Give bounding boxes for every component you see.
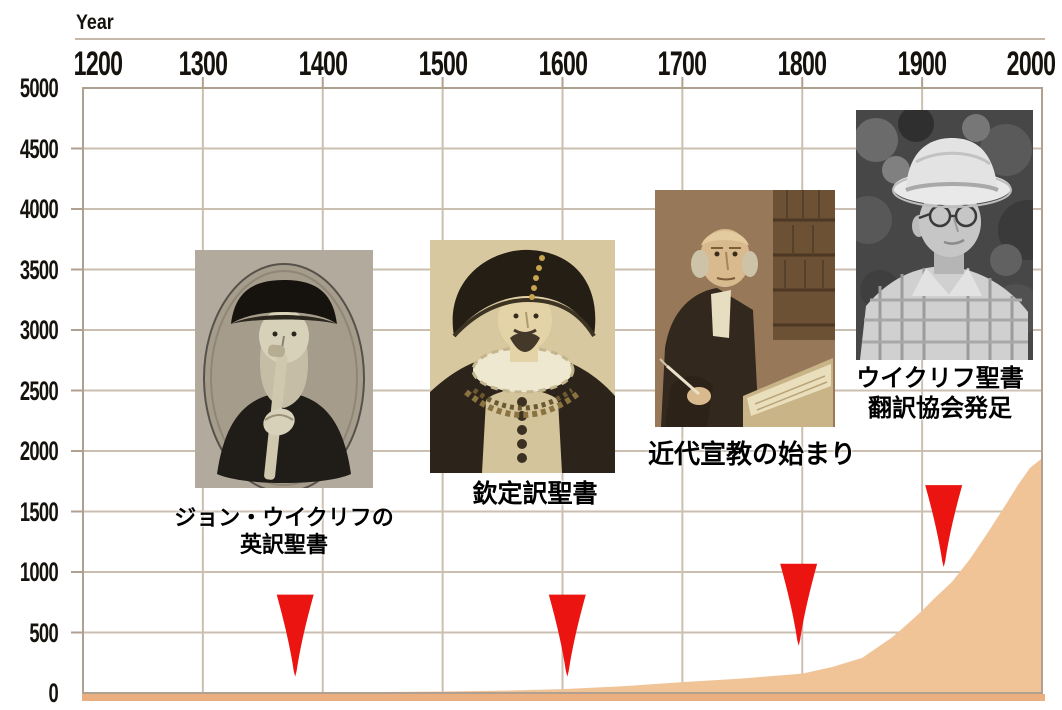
y-axis-tick-label: 4000 xyxy=(19,194,59,224)
y-axis-tick-label: 500 xyxy=(29,617,58,648)
y-axis-tick-label: 1000 xyxy=(19,557,59,587)
x-axis-title-underline xyxy=(75,38,1045,40)
event-arrow-marker xyxy=(780,563,818,646)
wbt-founder-portrait-image xyxy=(856,110,1033,360)
y-axis-tick-label: 2000 xyxy=(19,436,59,466)
baseline-band xyxy=(82,694,1045,701)
x-axis-tick-label: 1300 xyxy=(178,45,228,83)
y-axis-tick-label: 3000 xyxy=(19,315,59,345)
caption-line: 欽定訳聖書 xyxy=(472,480,598,508)
x-axis-tick-label: 1900 xyxy=(897,45,947,83)
wycliffe-portrait xyxy=(195,250,373,488)
area-fill xyxy=(83,458,1042,693)
y-axis-tick-label: 1500 xyxy=(19,496,59,527)
king-james-portrait-image xyxy=(430,240,615,473)
wbt-founded-caption: ウイクリフ聖書 翻訳協会発足 xyxy=(840,364,1040,424)
caption-line: 近代宣教の始まり xyxy=(647,439,856,469)
y-axis-tick-label: 3500 xyxy=(19,254,59,285)
x-axis-tick-label: 1600 xyxy=(538,45,587,83)
y-axis-tick-label: 2500 xyxy=(19,375,59,406)
plot-border xyxy=(82,87,1043,694)
wycliffe-english-bible-caption: ジョン・ウイクリフの 英訳聖書 xyxy=(162,504,406,558)
y-axis-tick-label: 0 xyxy=(48,678,58,708)
x-axis-tick-label: 1400 xyxy=(298,45,348,83)
x-axis-tick-label: 1700 xyxy=(658,45,707,83)
event-arrow-marker xyxy=(276,594,314,677)
x-axis-tick-label: 1200 xyxy=(73,45,123,83)
caption-line: ジョン・ウイクリフの xyxy=(174,505,394,530)
wycliffe-portrait-image xyxy=(195,250,373,488)
caption-line: ウイクリフ聖書 xyxy=(856,365,1024,392)
caption-line: 翻訳協会発足 xyxy=(868,395,1012,422)
event-arrow-marker xyxy=(548,594,586,677)
wbt-founder-portrait xyxy=(856,110,1033,360)
event-arrow-marker xyxy=(925,485,963,568)
modern-missions-portrait xyxy=(655,190,835,427)
x-axis-tick-label: 2000 xyxy=(1006,45,1056,83)
modern-missions-caption: 近代宣教の始まり xyxy=(642,440,862,469)
x-axis-tick-label: 1800 xyxy=(777,45,827,83)
modern-missions-portrait-image xyxy=(655,190,835,427)
caption-line: 英訳聖書 xyxy=(239,532,328,557)
authorized-version-caption: 欽定訳聖書 xyxy=(440,480,630,508)
y-axis-tick-label: 5000 xyxy=(19,73,59,103)
x-axis-tick-label: 1500 xyxy=(418,45,467,83)
x-axis-title: Year xyxy=(76,11,114,34)
y-axis-tick-label: 4500 xyxy=(19,133,59,164)
king-james-portrait xyxy=(430,240,615,473)
